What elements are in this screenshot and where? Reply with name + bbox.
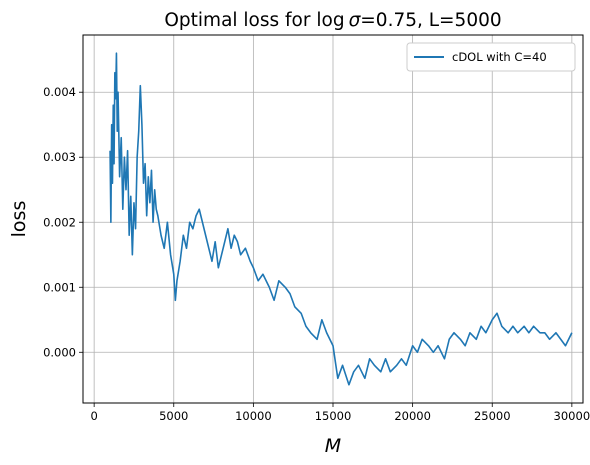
- y-tick-label: 0.004: [43, 85, 76, 99]
- chart-title-prefix: Optimal loss for: [164, 10, 316, 31]
- legend-box: [406, 42, 576, 72]
- x-tick-label: 5000: [159, 409, 188, 423]
- series-line-0: [109, 52, 573, 386]
- grid-lines: [83, 35, 583, 403]
- x-tick-label: 0: [90, 409, 97, 423]
- chart-title: Optimal loss for log σ=0.75, L=5000: [164, 10, 501, 31]
- y-axis-label: loss: [8, 201, 30, 238]
- y-tick-label: 0.000: [43, 345, 76, 359]
- legend: cDOL with C=40: [406, 42, 576, 72]
- x-tick-label: 15000: [315, 409, 352, 423]
- axis-ticks: 0 5000 10000 15000 20000 25000 30000 0.000 0.001…: [43, 85, 590, 423]
- x-tick-label: 25000: [474, 409, 511, 423]
- plot-area-frame: [82, 34, 584, 404]
- chart-title-log: log: [316, 10, 344, 31]
- x-tick-label: 30000: [554, 409, 590, 423]
- x-axis-label: M: [325, 435, 341, 457]
- legend-label: cDOL with C=40: [452, 50, 547, 64]
- y-tick-label: 0.001: [43, 280, 76, 294]
- y-tick-label: 0.003: [43, 150, 76, 164]
- series-group: [109, 52, 573, 386]
- x-tick-label: 10000: [235, 409, 272, 423]
- y-tick-label: 0.002: [43, 215, 76, 229]
- chart-title-suffix: =0.75, L=5000: [360, 10, 501, 31]
- x-tick-label: 20000: [394, 409, 431, 423]
- chart-title-sigma: σ: [349, 10, 362, 31]
